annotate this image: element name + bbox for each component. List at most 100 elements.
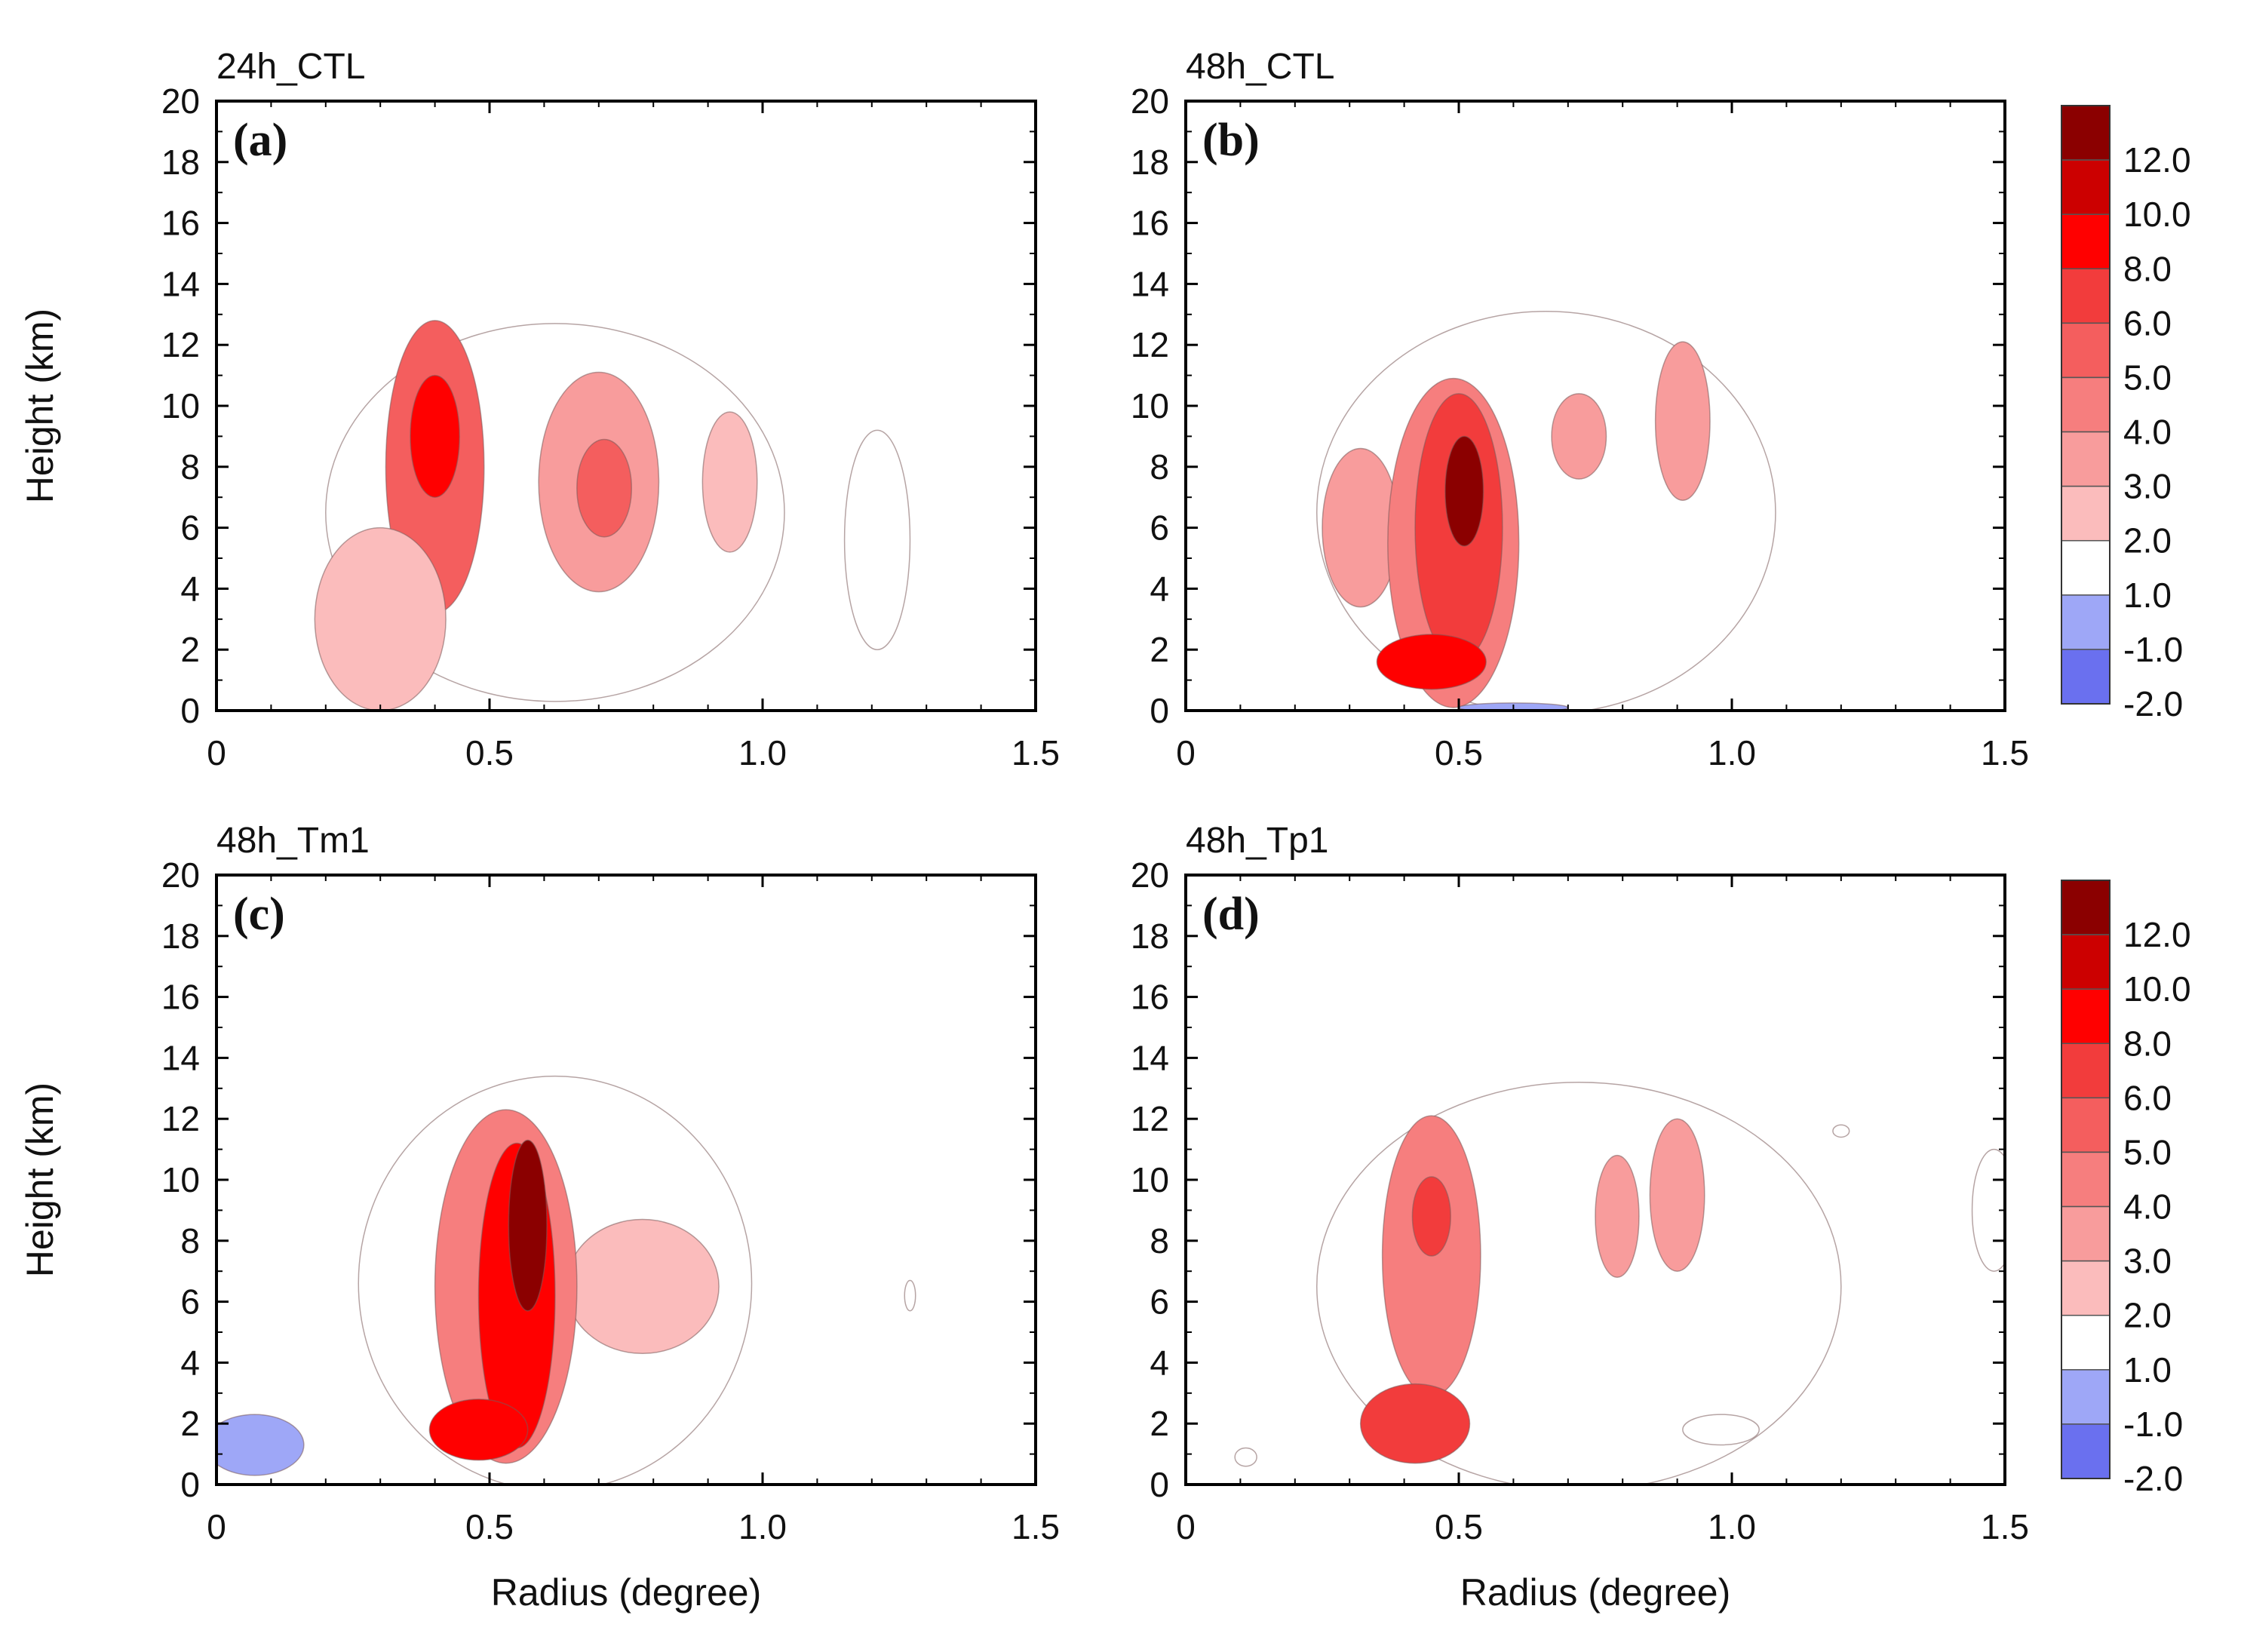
x-tick-label: 1.5 — [1012, 733, 1060, 772]
colorbar-label: 12.0 — [2123, 140, 2191, 180]
colorbar-label: 5.0 — [2123, 1132, 2172, 1171]
contour-region — [410, 374, 460, 498]
x-tick-label: 1.5 — [1981, 1507, 2029, 1546]
colorbar-2: 12.0 10.0 8.0 6.0 5.0 4.0 3.0 2.0 1.0 -1.0 -2.0 — [2061, 880, 2191, 1498]
colorbar-swatch — [2061, 105, 2111, 161]
y-tick-label: 20 — [161, 81, 200, 121]
y-tick-label: 14 — [1131, 1038, 1169, 1077]
y-axis-label: Height (km) — [19, 1082, 61, 1277]
y-tick-label: 8 — [180, 447, 200, 487]
y-tick-label: 10 — [1131, 1160, 1169, 1199]
y-tick-label: 0 — [180, 691, 200, 730]
panel-title: 48h_Tm1 — [216, 821, 370, 861]
contour-region — [843, 429, 911, 650]
y-tick-label: 8 — [1150, 447, 1169, 487]
colorbar-label: 3.0 — [2123, 467, 2172, 506]
colorbar-swatch — [2061, 1097, 2111, 1153]
colorbar-frame — [2061, 880, 2111, 1479]
y-tick-label: 12 — [1131, 325, 1169, 364]
x-tick-label: 0.5 — [465, 1507, 514, 1546]
y-tick-label: 12 — [161, 325, 200, 364]
colorbar-swatch — [2061, 1260, 2111, 1316]
y-tick-label: 2 — [180, 1404, 200, 1443]
y-tick-label: 20 — [161, 855, 200, 895]
colorbar-label: 10.0 — [2123, 969, 2191, 1009]
colorbar-label: -1.0 — [2123, 1405, 2183, 1444]
contour-fills — [314, 320, 911, 711]
y-tick-label: 10 — [1131, 386, 1169, 425]
colorbar-label: -2.0 — [2123, 684, 2183, 723]
colorbar-swatch — [2061, 988, 2111, 1045]
colorbar-label: 1.0 — [2123, 1350, 2172, 1389]
x-axis-label: Radius (degree) — [491, 1571, 762, 1614]
y-tick-label: 10 — [161, 1160, 200, 1199]
y-tick-label: 6 — [180, 1282, 200, 1322]
x-axis-label: Radius (degree) — [1460, 1571, 1731, 1614]
x-tick-label: 1.5 — [1981, 733, 2029, 772]
contour-region — [576, 438, 632, 538]
contour-fills — [1234, 1082, 2005, 1485]
y-tick-label: 16 — [1131, 204, 1169, 243]
y-tick-label: 16 — [161, 978, 200, 1017]
colorbar-label: 12.0 — [2123, 915, 2191, 954]
panel-letter: (b) — [1202, 115, 1260, 166]
colorbar-swatch — [2061, 322, 2111, 379]
x-tick-label: 0 — [207, 733, 226, 772]
colorbar-label: 2.0 — [2123, 521, 2172, 560]
x-tick-label: 1.0 — [738, 733, 787, 772]
contour-region — [1411, 1176, 1451, 1257]
contour-region — [1359, 1383, 1471, 1464]
y-tick-label: 4 — [180, 1343, 200, 1382]
y-tick-label: 8 — [1150, 1221, 1169, 1260]
y-tick-label: 12 — [1131, 1099, 1169, 1138]
y-tick-label: 2 — [1150, 630, 1169, 669]
x-tick-label: 0 — [207, 1507, 226, 1546]
contour-region — [1322, 447, 1400, 608]
colorbar-swatch — [2061, 485, 2111, 542]
y-tick-label: 18 — [1131, 143, 1169, 182]
colorbar-label: 1.0 — [2123, 576, 2172, 615]
colorbar-swatch — [2061, 880, 2111, 935]
colorbar-label: 6.0 — [2123, 303, 2172, 342]
y-tick-label: 4 — [1150, 1343, 1169, 1382]
y-tick-label: 16 — [1131, 978, 1169, 1017]
x-tick-label: 0 — [1176, 733, 1196, 772]
colorbar-label: -2.0 — [2123, 1459, 2183, 1498]
colorbar-swatch — [2061, 213, 2111, 270]
colorbar-swatch — [2061, 268, 2111, 324]
y-tick-label: 2 — [180, 630, 200, 669]
colorbar-swatch — [2061, 539, 2111, 596]
y-tick-label: 12 — [161, 1099, 200, 1138]
panel-letter: (a) — [233, 115, 287, 166]
y-tick-label: 0 — [1150, 1465, 1169, 1504]
colorbar-swatch — [2061, 934, 2111, 990]
colorbar-label: -1.0 — [2123, 630, 2183, 669]
colorbars: 12.0 10.0 8.0 6.0 5.0 4.0 3.0 2.0 1.0 -1.0 -2.0 12.… — [2061, 105, 2191, 1498]
contour-region — [216, 1414, 305, 1476]
y-tick-label: 4 — [1150, 569, 1169, 608]
y-tick-label: 2 — [1150, 1404, 1169, 1443]
colorbar-label: 5.0 — [2123, 358, 2172, 397]
contour-region — [1595, 1154, 1640, 1279]
x-tick-label: 1.5 — [1012, 1507, 1060, 1546]
panel-b: 0 2 4 6 8 10 12 14 16 18 20 0 0.5 1.0 1.5 48h_CTL (b) — [1131, 47, 2029, 772]
contour-region — [1682, 1414, 1760, 1446]
y-tick-label: 18 — [161, 917, 200, 956]
colorbar-swatch — [2061, 1151, 2111, 1208]
contour-region — [701, 411, 758, 553]
colorbar-label: 2.0 — [2123, 1296, 2172, 1335]
colorbar-swatch — [2061, 1369, 2111, 1425]
y-tick-label: 0 — [1150, 691, 1169, 730]
colorbar-label: 4.0 — [2123, 413, 2172, 452]
colorbar-frame — [2061, 105, 2111, 705]
contour-region — [428, 1399, 529, 1461]
y-tick-label: 20 — [1131, 855, 1169, 895]
colorbar-label: 8.0 — [2123, 1024, 2172, 1063]
y-tick-label: 6 — [1150, 1282, 1169, 1322]
y-tick-label: 16 — [161, 204, 200, 243]
colorbar-swatch — [2061, 649, 2111, 705]
contour-region — [565, 1218, 720, 1355]
panel-c: 0 2 4 6 8 10 12 14 16 18 20 0 0.5 1.0 1.5 48h_Tm1 (c) Hei… — [19, 821, 1060, 1614]
